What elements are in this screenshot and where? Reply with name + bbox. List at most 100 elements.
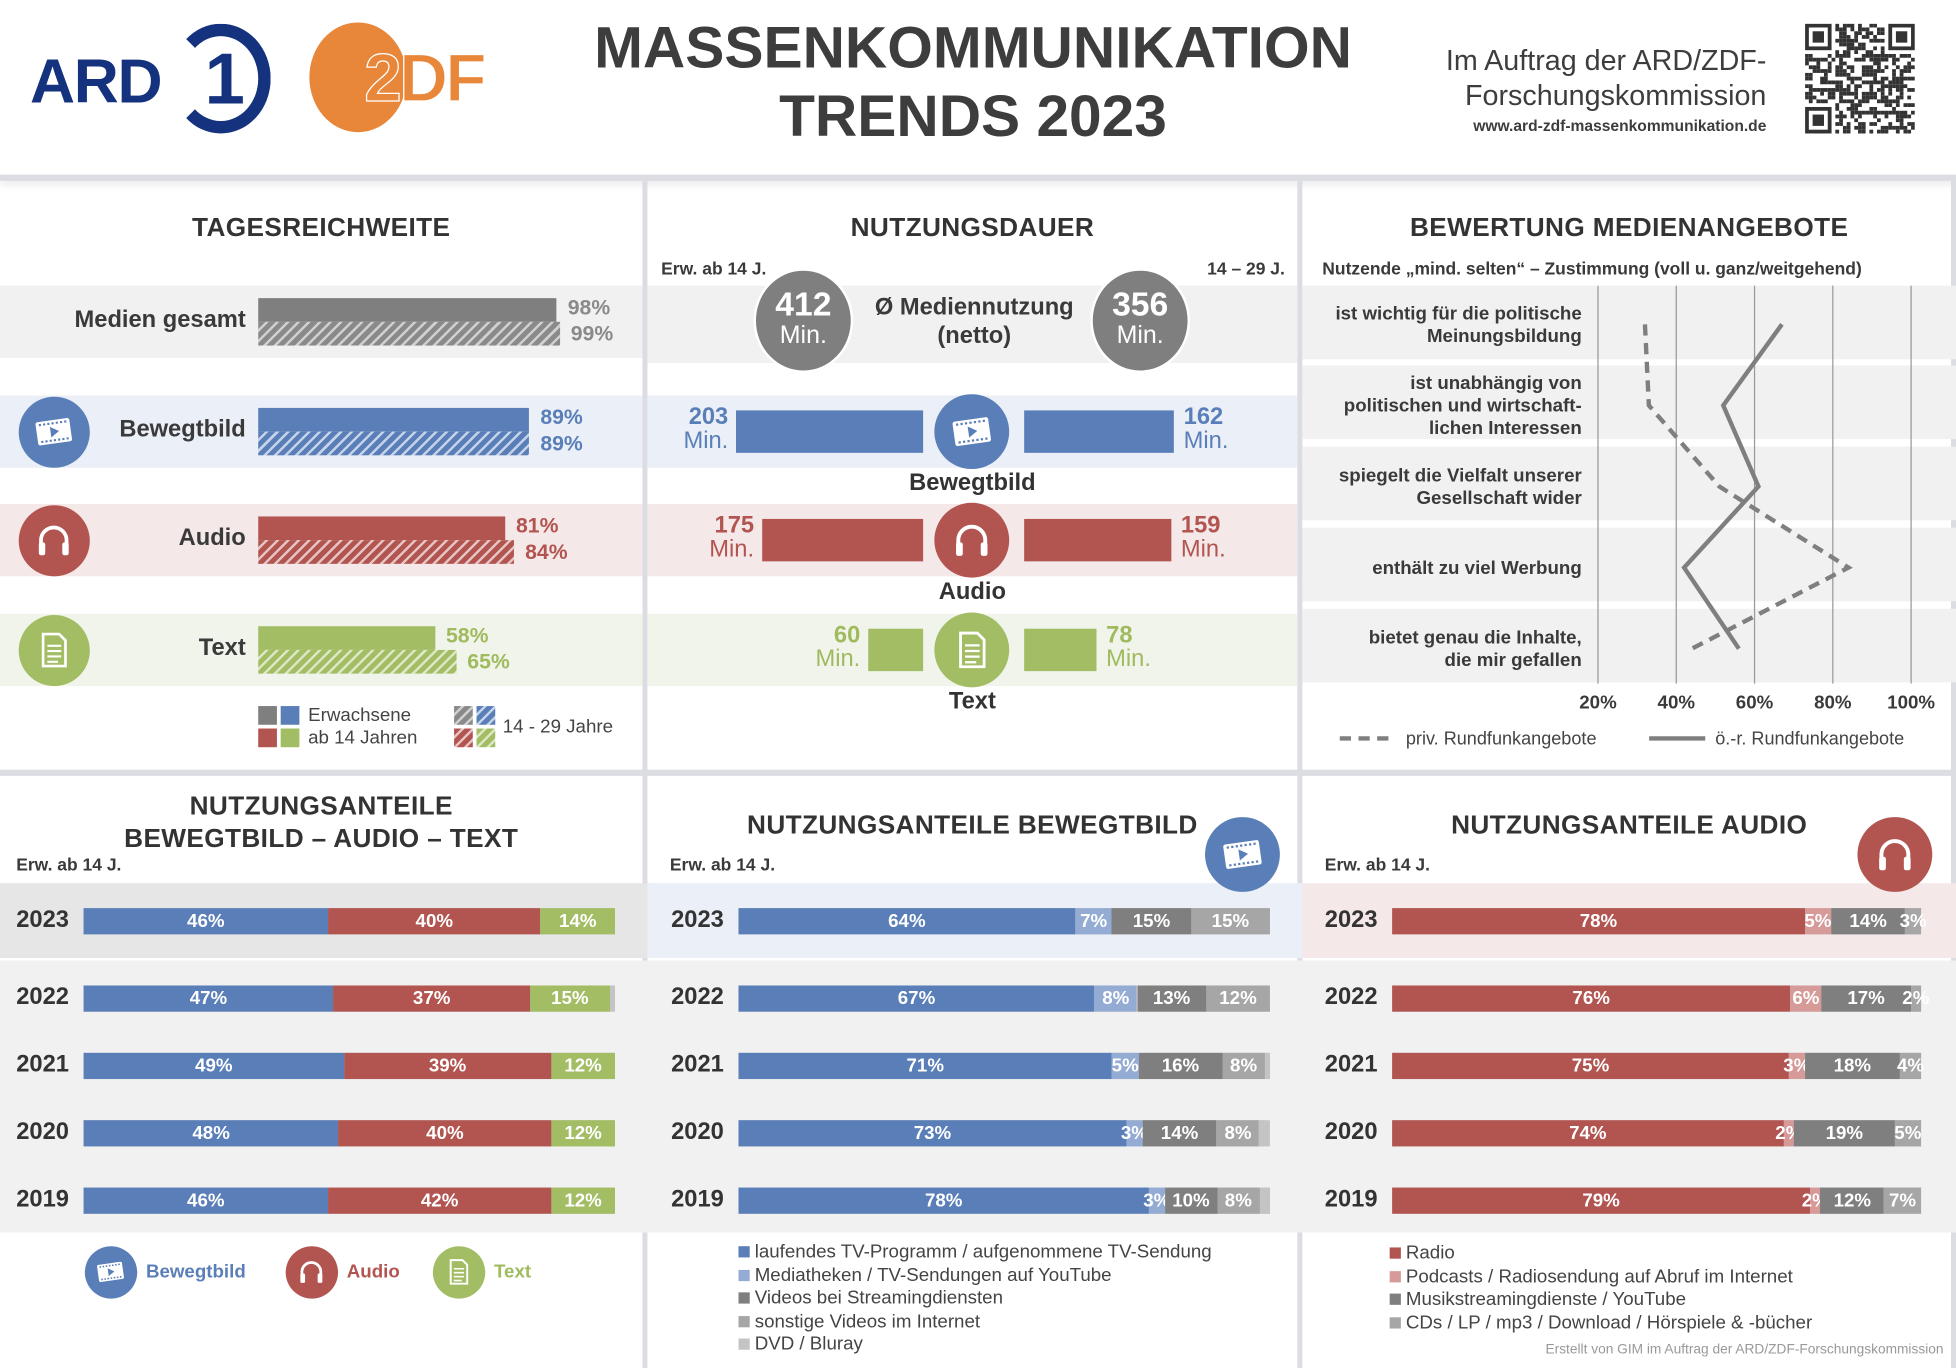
legend-label: sonstige Videos im Internet xyxy=(754,1310,981,1332)
panel-anteile-audio: NUTZUNGSANTEILE AUDIO Erw. ab 14 J. 2023… xyxy=(1302,776,1956,1368)
bar-segment: 2% xyxy=(1902,985,1929,1012)
panel-title: NUTZUNGSANTEILE BEWEGTBILD xyxy=(747,810,1198,840)
bar-segment: 17% xyxy=(1821,985,1911,1012)
chart-subtitle: Nutzende „mind. selten“ – Zustimmung (vo… xyxy=(1322,258,1862,279)
bar-segment: 2% xyxy=(1775,1120,1802,1147)
chart-subtitle: Erw. ab 14 J. xyxy=(1324,854,1430,875)
document-icon xyxy=(934,612,1010,688)
value-adults: 175 Min. xyxy=(709,512,755,563)
legend-swatch xyxy=(738,1292,750,1304)
panel-title: NUTZUNGSDAUER xyxy=(850,213,1095,243)
value-young: 162 Min. xyxy=(1183,404,1229,455)
stacked-bar: 64% 7% 15% 15% xyxy=(738,908,1270,935)
bar-segment: 14% xyxy=(1831,908,1906,935)
bar-young xyxy=(1024,628,1097,672)
category-band xyxy=(1302,285,1956,360)
legend-swatch xyxy=(738,1269,750,1281)
bar-segment: 7% xyxy=(1075,908,1113,935)
bar-segment: 46% xyxy=(83,908,329,935)
panel-title: TAGESREICHWEITE xyxy=(192,213,451,243)
legend-label: CDs / LP / mp3 / Download / Hörspiele & … xyxy=(1405,1311,1813,1333)
bar-segment: 16% xyxy=(1138,1052,1223,1080)
bar-segment: 12% xyxy=(551,1052,615,1080)
legend-swatch xyxy=(738,1315,750,1327)
bar-segment: 49% xyxy=(83,1052,344,1080)
stacked-bar: 47% 37% 15% xyxy=(83,985,615,1012)
year-label: 2021 xyxy=(671,1051,724,1078)
x-tick-label: 80% xyxy=(1814,692,1852,713)
year-label: 2019 xyxy=(16,1186,69,1213)
legend: Radio Podcasts / Radiosendung auf Abruf i… xyxy=(1389,1242,1813,1334)
legend-label: Text xyxy=(493,1261,532,1283)
category-band xyxy=(1302,365,1956,440)
stacked-bar: 73% 3% 14% 8% xyxy=(738,1120,1270,1147)
bar-segment: 37% xyxy=(333,985,530,1012)
bar-segment: 5% xyxy=(1804,908,1831,935)
legend-swatch xyxy=(1389,1247,1401,1259)
stacked-bar: 67% 8% 13% 12% xyxy=(738,985,1270,1012)
x-tick-label: 20% xyxy=(1579,692,1617,713)
bar-segment: 76% xyxy=(1392,985,1791,1012)
line-chart: 20% 40% 60% 80% 100% ist wichtig für die poli… xyxy=(1302,285,1956,749)
legend-label: Podcasts / Radiosendung auf Abruf im Int… xyxy=(1405,1265,1793,1287)
reach-label: Audio xyxy=(178,525,246,552)
bar-young xyxy=(258,649,457,674)
legend-label: Mediatheken / TV-Sendungen auf YouTube xyxy=(754,1264,1112,1286)
bar-young xyxy=(258,431,530,456)
bar-segment: 5% xyxy=(1112,1052,1139,1080)
year-label: 2022 xyxy=(1324,984,1378,1011)
year-label: 2021 xyxy=(1324,1051,1378,1078)
bar-segment: 4% xyxy=(1897,1052,1924,1080)
divider xyxy=(1951,180,1956,1368)
bar-segment xyxy=(1264,1052,1270,1080)
legend-label: Musikstreamingdienste / YouTube xyxy=(1405,1288,1687,1310)
qr-code[interactable] xyxy=(1805,23,1915,134)
year-label: 2020 xyxy=(1324,1118,1378,1146)
legend-swatch xyxy=(1389,1316,1401,1328)
stacked-bar: 74% 2% 19% 5% xyxy=(1392,1120,1921,1147)
year-label: 2023 xyxy=(671,906,724,934)
total-young-badge: 356 Min. xyxy=(1090,268,1191,373)
commission-note: Im Auftrag der ARD/ZDF- Forschungskommis… xyxy=(1397,42,1766,139)
category-band xyxy=(1302,446,1956,521)
page-title: MASSENKOMMUNIKATION TRENDS 2023 xyxy=(594,13,1352,149)
value-young: 78 Min. xyxy=(1106,622,1151,673)
value-adults: 98% xyxy=(567,295,611,320)
bar-young xyxy=(258,540,514,564)
bar-segment: 14% xyxy=(1142,1120,1217,1147)
legend-item: Musikstreamingdienste / YouTube xyxy=(1389,1288,1813,1312)
bar-segment: 5% xyxy=(1894,1120,1921,1147)
film-icon xyxy=(1205,817,1280,892)
panel-nutzungsdauer: NUTZUNGSDAUER Erw. ab 14 J. 14 – 29 J. 4… xyxy=(647,181,1298,770)
year-label: 2023 xyxy=(16,906,69,934)
category-label: ist unabhängig von xyxy=(1410,372,1581,393)
bar-segment: 78% xyxy=(1392,908,1805,935)
bar-segment: 15% xyxy=(1190,908,1270,935)
bar-segment: 12% xyxy=(551,1187,615,1214)
headphones-icon xyxy=(285,1246,339,1299)
divider xyxy=(642,180,648,1368)
category-label: spiegelt die Vielfalt unserer xyxy=(1339,465,1582,486)
x-tick-label: 60% xyxy=(1736,692,1774,713)
bar-segment: 6% xyxy=(1790,985,1822,1012)
category-label: die mir gefallen xyxy=(1445,649,1582,670)
bar-segment: 40% xyxy=(328,908,541,935)
bar-segment: 64% xyxy=(738,908,1076,935)
bar-young xyxy=(1024,410,1174,453)
legend-label: DVD / Bluray xyxy=(754,1333,863,1355)
bar-segment: 10% xyxy=(1164,1187,1218,1214)
value-adults: 60 Min. xyxy=(815,622,861,673)
value-adults: 203 Min. xyxy=(683,404,729,455)
bar-segment: 73% xyxy=(738,1120,1127,1147)
panel-title: NUTZUNGSANTEILE AUDIO xyxy=(1451,810,1808,840)
headphones-icon xyxy=(18,504,90,576)
category-label: Meinungsbildung xyxy=(1427,325,1582,346)
bar-segment: 48% xyxy=(83,1120,339,1147)
panel-title: NUTZUNGSANTEILE BEWEGTBILD – AUDIO – TEX… xyxy=(124,792,519,854)
x-tick-label: 100% xyxy=(1887,692,1935,713)
legend-label: Bewegtbild xyxy=(145,1261,246,1283)
website-link[interactable]: www.ard-zdf-massenkommunikation.de xyxy=(1473,117,1767,135)
category-label: enthält zu viel Werbung xyxy=(1372,557,1582,578)
chart-subtitle: Erw. ab 14 J. xyxy=(16,854,122,875)
